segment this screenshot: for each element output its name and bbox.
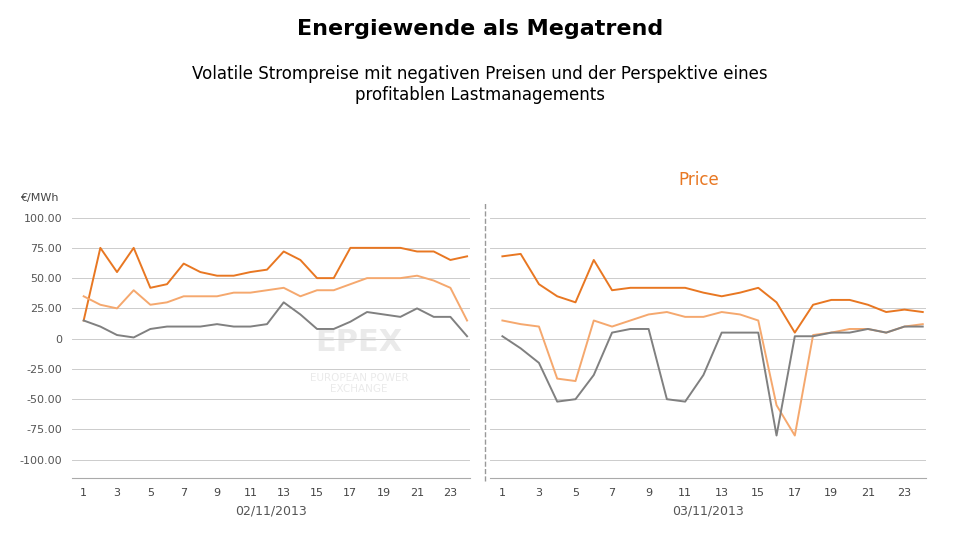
Text: Price: Price [678,171,719,189]
Text: Energiewende als Megatrend: Energiewende als Megatrend [297,19,663,39]
Text: €/MWh: €/MWh [20,192,59,202]
Text: Volatile Strompreise mit negativen Preisen und der Perspektive eines
profitablen: Volatile Strompreise mit negativen Preis… [192,65,768,104]
X-axis label: 03/11/2013: 03/11/2013 [672,504,744,517]
Text: EUROPEAN POWER
EXCHANGE: EUROPEAN POWER EXCHANGE [309,373,408,394]
Text: EPEX: EPEX [315,328,402,357]
X-axis label: 02/11/2013: 02/11/2013 [235,504,307,517]
